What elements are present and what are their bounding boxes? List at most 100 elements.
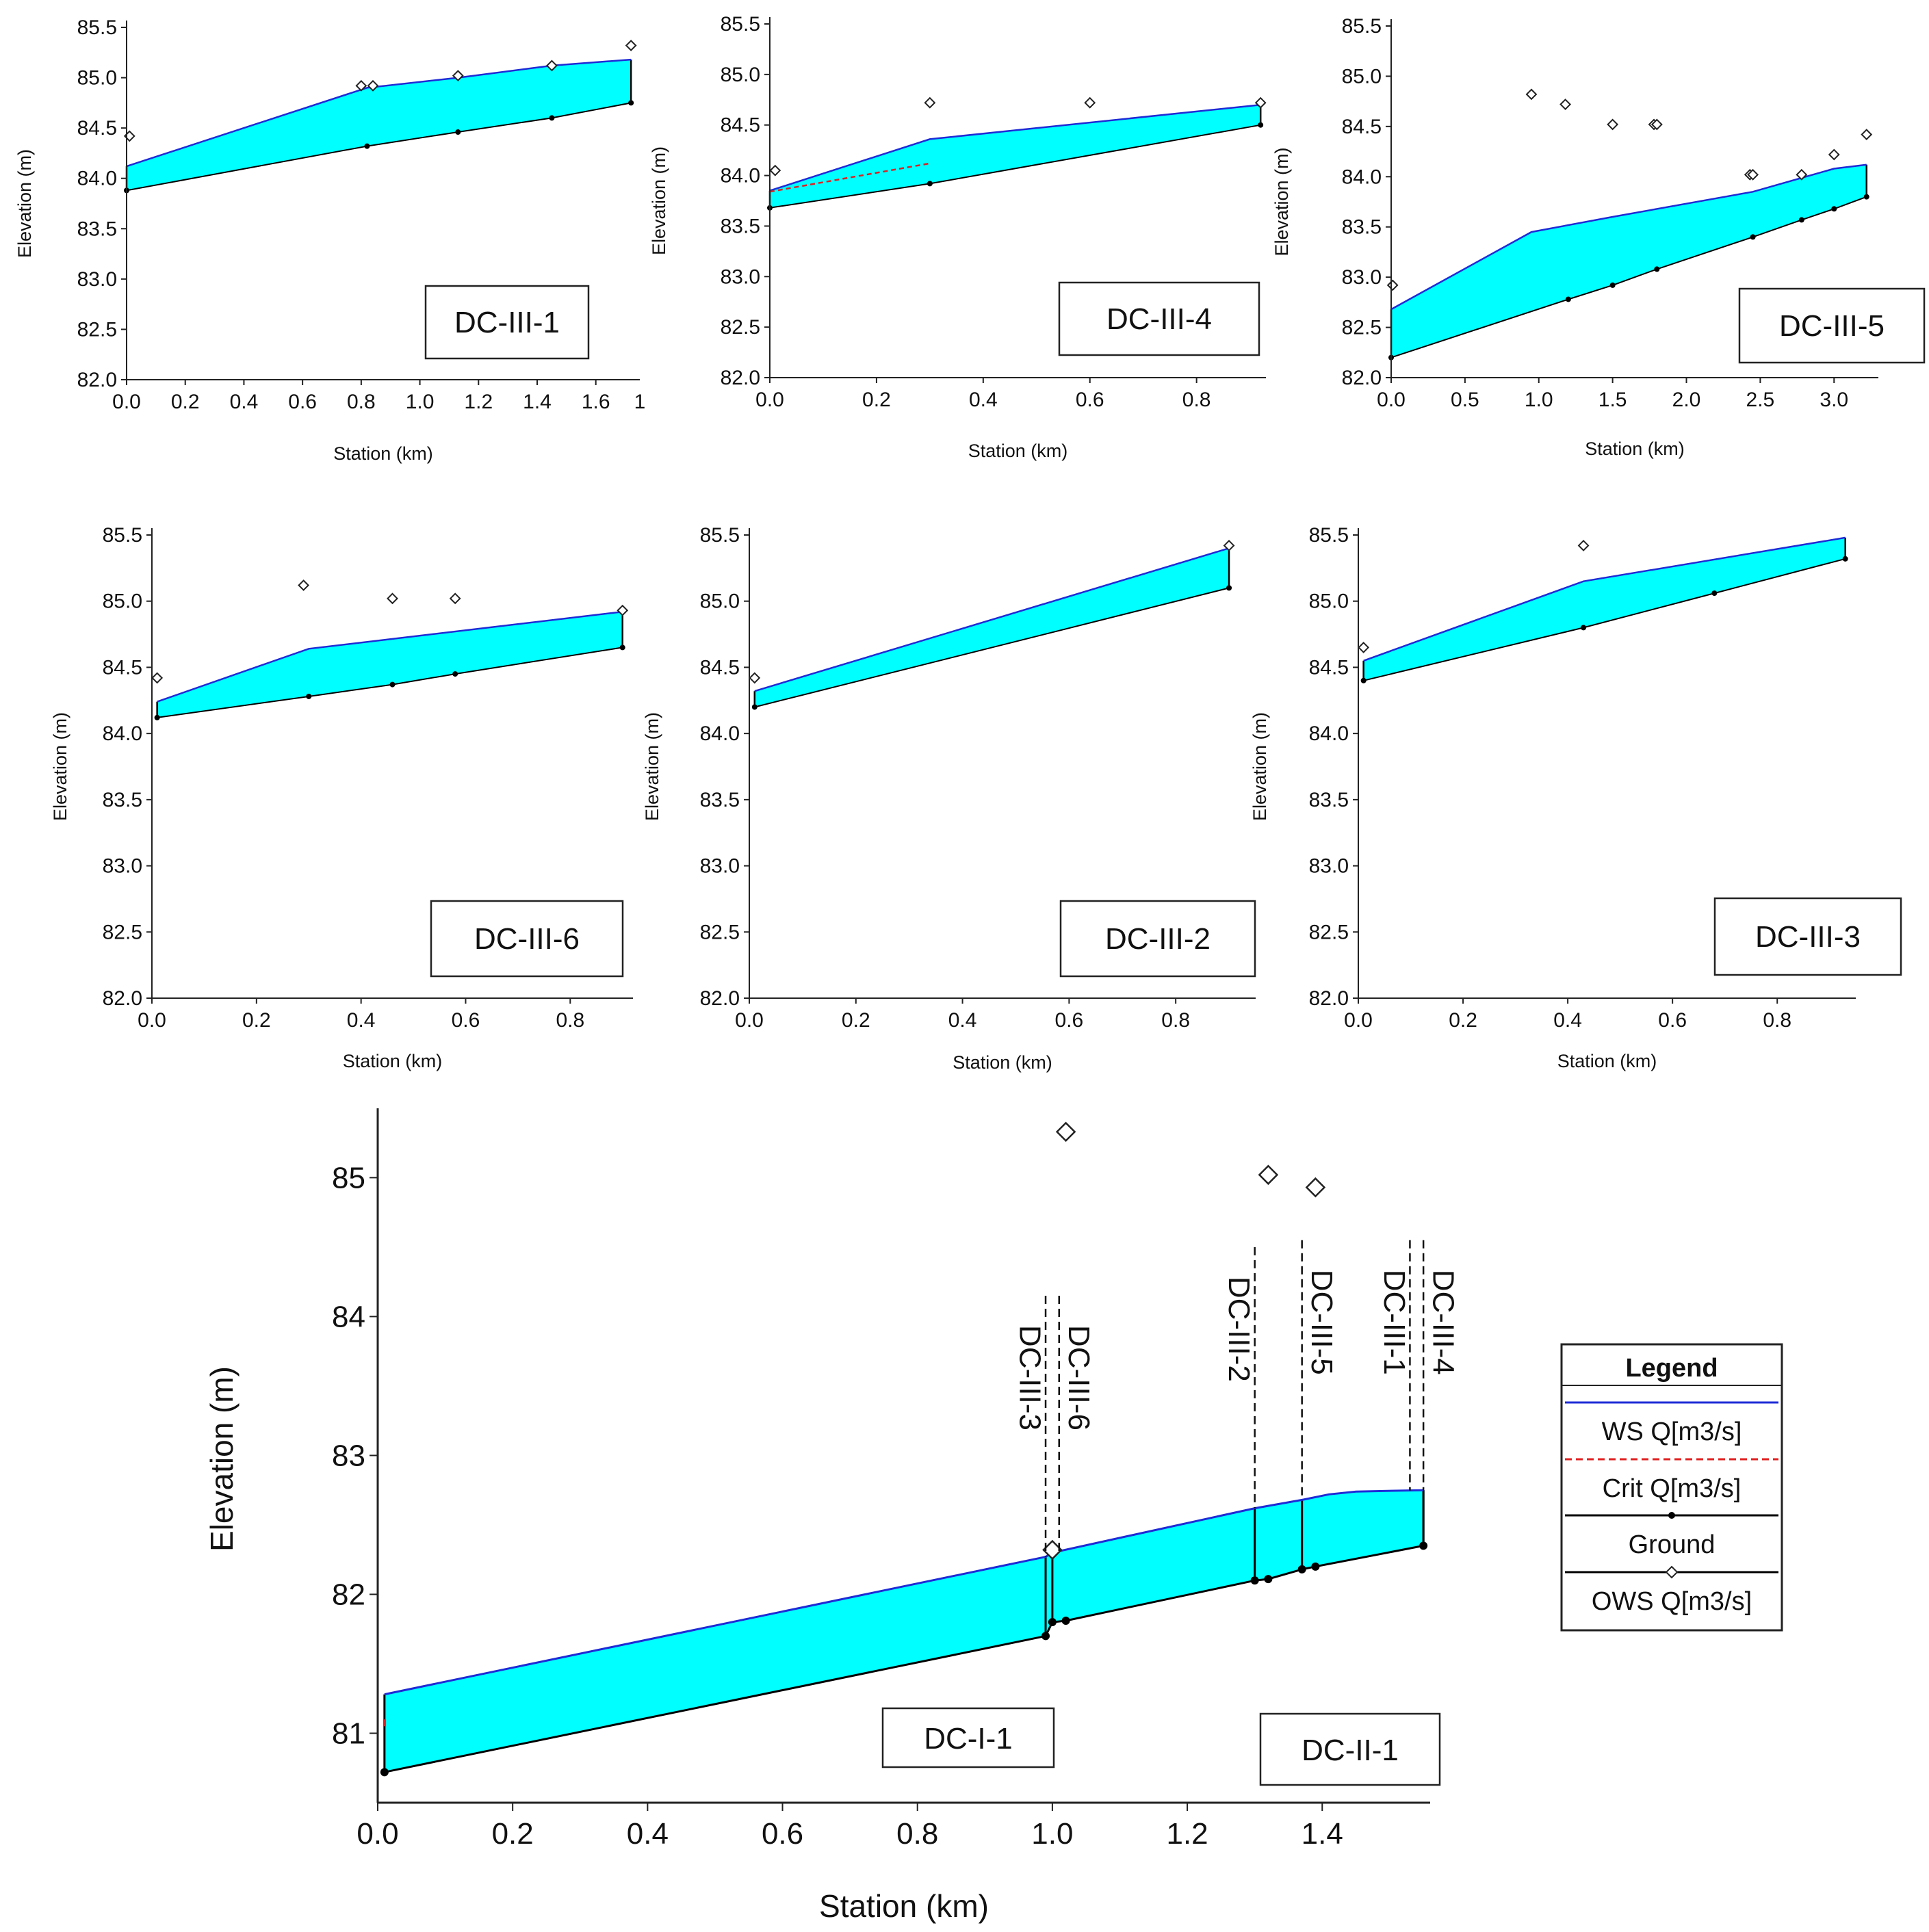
x-tick-label: 1.4 — [523, 391, 552, 413]
ows-point-0 — [769, 164, 781, 177]
ground-point-1 — [1226, 585, 1232, 591]
x-tick-label: 0.0 — [1344, 1009, 1373, 1032]
ows-point-0 — [1358, 642, 1370, 653]
ground-point-7 — [1863, 194, 1869, 200]
y-tick-label: 85.5 — [1309, 524, 1349, 547]
x-tick-label: 1.0 — [406, 391, 435, 413]
ground-point-3 — [1842, 556, 1848, 562]
x-tick-label: 0.2 — [492, 1817, 534, 1851]
x-tick-label: 0.4 — [230, 391, 259, 413]
ground-series-line — [1390, 196, 1867, 358]
legend-item-label: Crit Q[m3/s] — [1603, 1474, 1742, 1503]
y-axis-title: Elevation (m) — [204, 1366, 239, 1552]
junction-label-dc-iii-3: DC-III-3 — [1013, 1325, 1046, 1431]
x-tick-label: 0.8 — [347, 391, 376, 413]
y-tick-label: 85.5 — [1342, 15, 1382, 38]
ows-point-1 — [298, 579, 310, 591]
ground-point-4 — [1250, 1576, 1259, 1585]
y-tick-label: 82.5 — [77, 318, 117, 341]
legend-item-label: OWS Q[m3/s] — [1592, 1587, 1752, 1616]
reach-box-label: DC-I-1 — [924, 1722, 1013, 1755]
y-tick-label: 82.5 — [103, 921, 142, 943]
y-tick-label: 85.5 — [77, 16, 117, 39]
ows-point-2 — [1559, 99, 1572, 110]
ows-point-1 — [924, 96, 936, 109]
x-tick-label: 0.8 — [556, 1009, 584, 1032]
ground-point-3 — [1061, 1617, 1070, 1626]
panel-tag-label: DC-III-1 — [454, 306, 560, 339]
y-tick-label: 84.0 — [700, 722, 740, 745]
panel-tag-frame — [424, 285, 590, 360]
x-tick-label: 1.0 — [1031, 1817, 1073, 1851]
y-tick-label: 84.5 — [103, 656, 142, 679]
chart-panel-dc-iii-3: 82.0 82.5 83.0 83.5 84.0 84.5 85.0 85.5 0.0 0.2 0.… — [1250, 524, 1902, 1071]
ground-series-line — [1363, 558, 1846, 681]
ws-series-line — [1363, 536, 1846, 662]
ows-point-8 — [1796, 168, 1808, 181]
y-tick-label: 82.5 — [1342, 317, 1382, 339]
ows-point-1 — [1577, 540, 1590, 551]
ows-point-2 — [387, 592, 398, 605]
ground-point-3 — [549, 115, 555, 121]
y-axis-title: Elevation (m) — [642, 712, 662, 821]
chart-panel-main: 81 82 83 84 85 0.0 0.2 0.4 0.6 0.8 1.0 1.2 1.4 Statio… — [204, 1108, 1460, 1924]
water-area — [754, 548, 1230, 707]
x-tick-label: 0.0 — [755, 389, 784, 411]
panel-tag-label: DC-III-6 — [474, 922, 580, 956]
ground-point-7 — [1311, 1562, 1320, 1571]
ows-point-2 — [1258, 1164, 1279, 1186]
y-tick-label: 84.5 — [721, 114, 760, 137]
y-tick-label: 82.5 — [721, 316, 760, 339]
y-tick-label: 85.0 — [103, 590, 142, 613]
x-tick-label: 1.6 — [582, 391, 610, 413]
chart-panel-dc-iii-6: 82.0 82.5 83.0 83.5 84.0 84.5 85.0 85.5 0.0 0.2 0.… — [50, 524, 633, 1071]
y-tick-label: 84.0 — [77, 168, 117, 190]
x-tick-label-extra: 1 — [634, 391, 646, 413]
chart-panel-dc-iii-1: 82.0 82.5 83.0 83.5 84.0 84.5 85.0 85.5 0.0 0.2 0.… — [14, 16, 645, 464]
ws-series-line — [1390, 164, 1867, 311]
legend-item-crit: Crit Q[m3/s] — [1565, 1458, 1778, 1503]
panels-group: 82.0 82.5 83.0 83.5 84.0 84.5 85.0 85.5 0.0 0.2 0.… — [14, 13, 1926, 1924]
legend-item-ws: WS Q[m3/s] — [1565, 1401, 1778, 1446]
junction-label-dc-iii-1: DC-III-1 — [1377, 1270, 1411, 1375]
y-tick-label: 83.0 — [1309, 855, 1349, 878]
x-tick-label: 0.2 — [1449, 1009, 1477, 1032]
junction-label-dc-iii-5: DC-III-5 — [1305, 1270, 1338, 1375]
chart-panel-dc-iii-5: 82.0 82.5 83.0 83.5 84.0 84.5 85.0 85.5 0.0 0.5 1.… — [1271, 15, 1926, 459]
x-tick-label: 3.0 — [1820, 389, 1848, 411]
ground-point-3 — [452, 671, 458, 677]
y-tick-label: 85.0 — [721, 64, 760, 86]
ground-point-1 — [1581, 625, 1587, 631]
x-axis-title: Station (km) — [819, 1888, 989, 1924]
water-area — [384, 1490, 1424, 1773]
legend-frame — [1560, 1343, 1783, 1632]
y-axis-title: Elevation (m) — [50, 712, 70, 821]
y-tick-label: 82.0 — [77, 369, 117, 391]
x-tick-label: 0.4 — [969, 389, 998, 411]
x-tick-label: 0.2 — [842, 1009, 870, 1032]
x-tick-label: 1.4 — [1302, 1817, 1343, 1851]
x-tick-label: 0.2 — [171, 391, 200, 413]
ows-point-1 — [1525, 88, 1538, 101]
y-tick-label: 85.0 — [77, 67, 117, 90]
x-axis-title: Station (km) — [953, 1052, 1052, 1073]
y-tick-label: 82 — [332, 1578, 365, 1611]
x-tick-label: 0.8 — [1182, 389, 1211, 411]
ground-point-8 — [1419, 1541, 1428, 1550]
y-tick-label: 84.5 — [77, 117, 117, 140]
ows-point-9 — [1828, 148, 1840, 161]
x-tick-label: 0.4 — [627, 1817, 669, 1851]
x-tick-label: 0.0 — [357, 1817, 398, 1851]
panel-tag-frame — [430, 900, 624, 978]
x-tick-label: 1.2 — [1166, 1817, 1208, 1851]
legend-item-ground: Ground — [1565, 1512, 1778, 1559]
panel-tag-box: DC-III-3 — [1713, 897, 1902, 976]
panel-tag-label: DC-III-3 — [1755, 920, 1861, 954]
x-axis-title: Station (km) — [1585, 439, 1685, 459]
ows-point-0 — [749, 672, 761, 684]
y-tick-label: 82.5 — [700, 921, 740, 943]
ground-point-4 — [619, 644, 625, 651]
ground-point-2 — [1609, 282, 1616, 288]
